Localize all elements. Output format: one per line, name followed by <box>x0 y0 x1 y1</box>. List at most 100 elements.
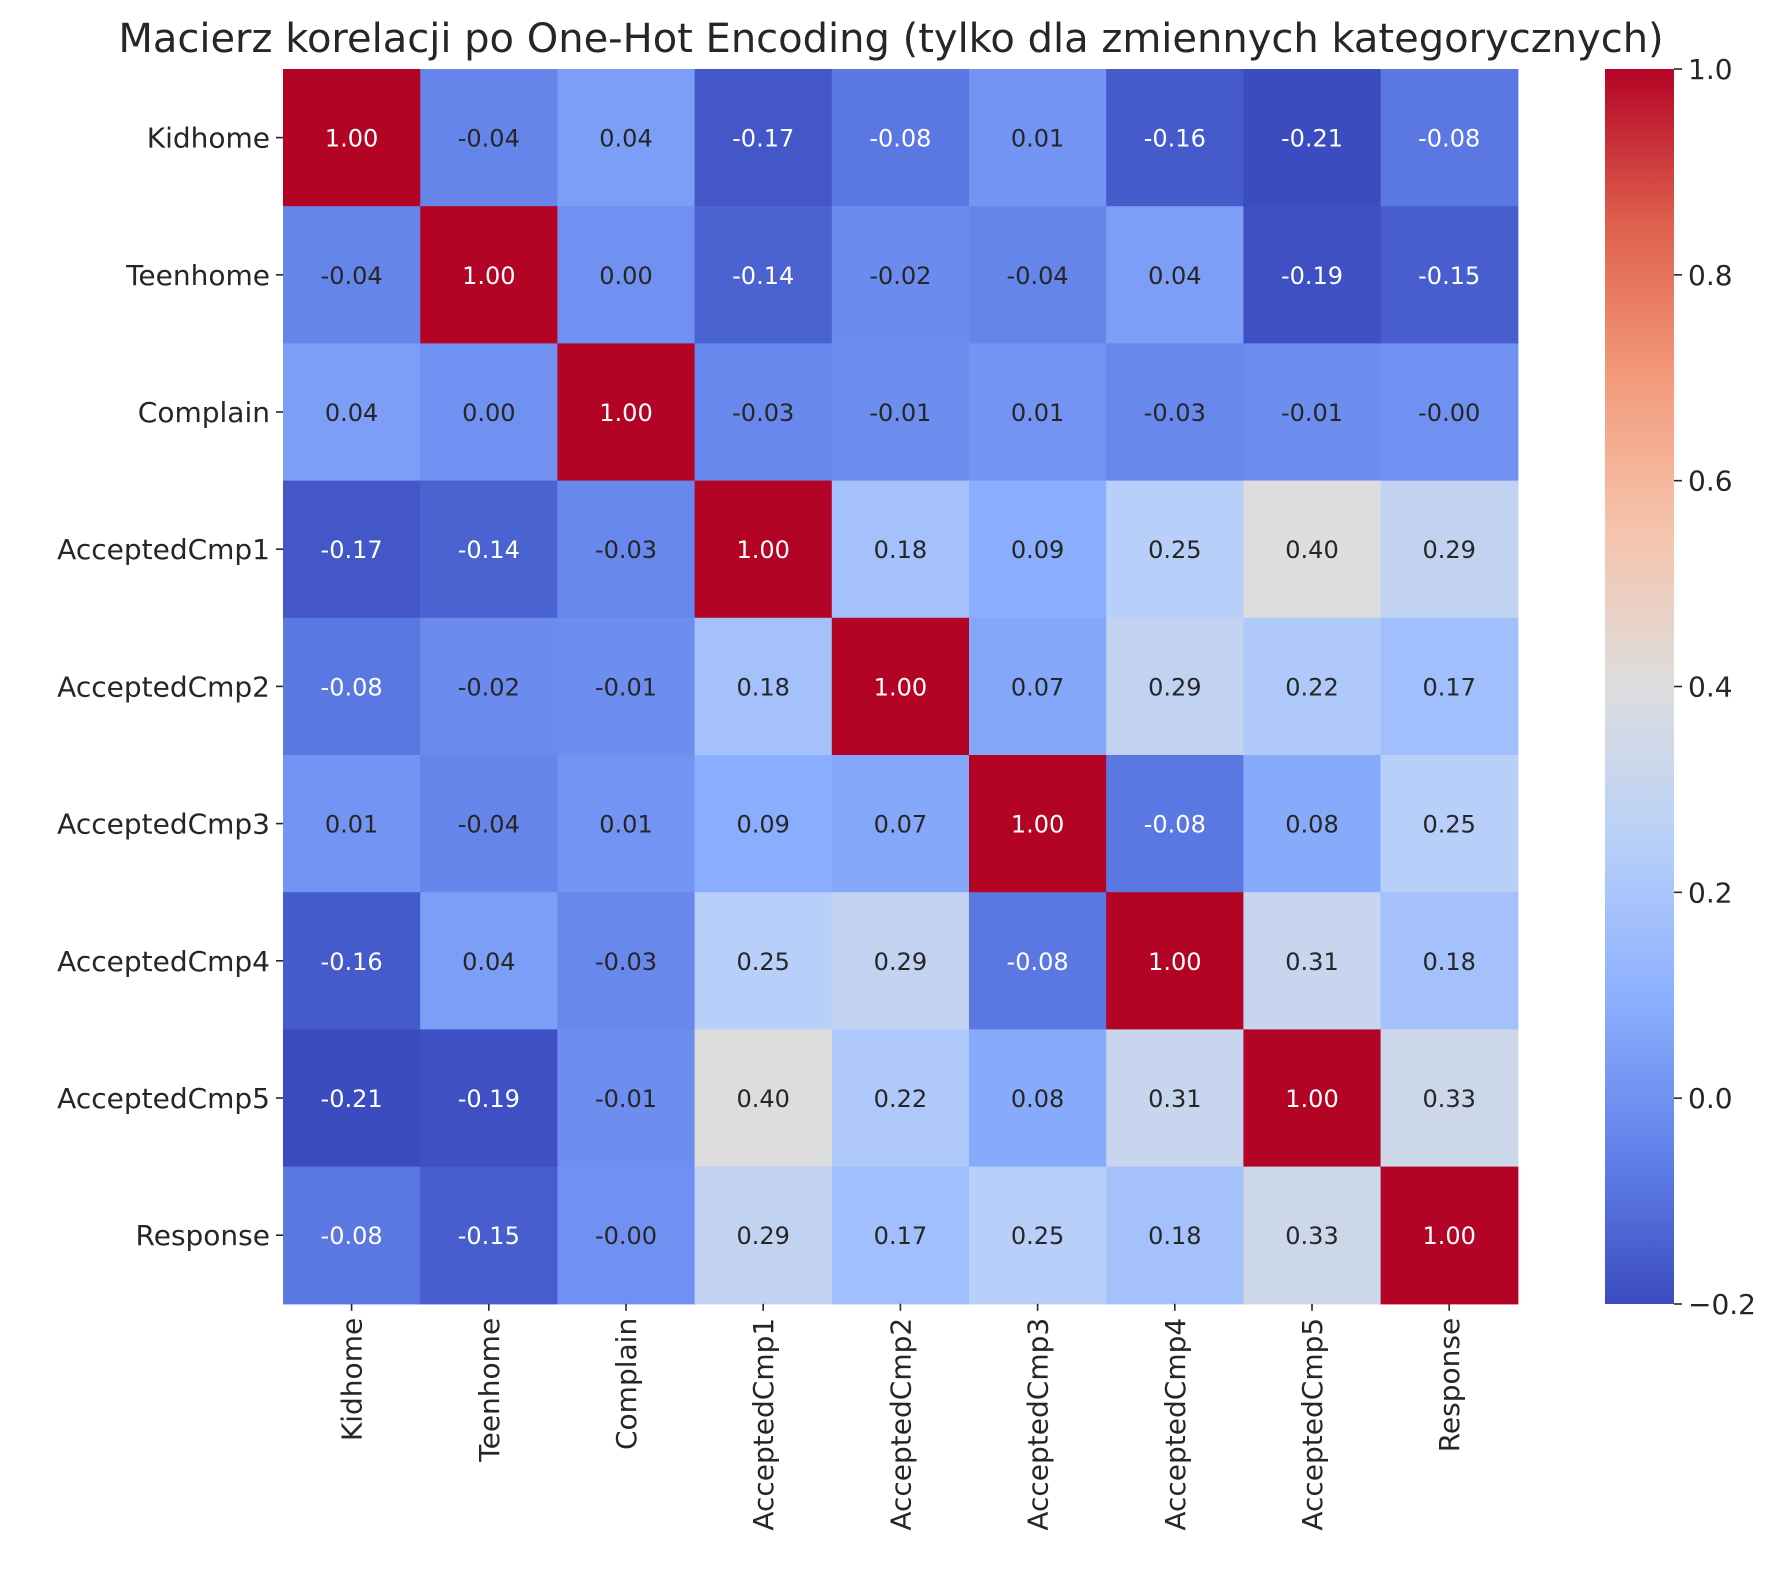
cell-value-label: -0.03 <box>732 399 794 427</box>
heatmap-cell <box>969 617 1107 756</box>
heatmap-cell <box>969 1166 1107 1305</box>
column-tick-label: Complain <box>610 1318 643 1450</box>
heatmap-cell <box>1380 343 1519 482</box>
heatmap-cell <box>969 69 1107 207</box>
cell-value-label: -0.16 <box>1144 125 1206 153</box>
heatmap-cell <box>557 480 696 619</box>
heatmap-cell <box>694 892 833 1030</box>
heatmap-cell <box>831 755 970 893</box>
cell-value-label: -0.08 <box>1418 125 1480 153</box>
colorbar-tick-label: 0.8 <box>1688 259 1733 292</box>
cell-value-label: -0.01 <box>595 1085 657 1113</box>
heatmap-cell <box>831 1166 970 1305</box>
cell-value-label: 0.17 <box>1422 673 1475 701</box>
heatmap-cell <box>420 480 558 619</box>
cell-value-label: -0.04 <box>458 125 520 153</box>
cell-value-label: -0.03 <box>595 536 657 564</box>
cell-value-label: 0.00 <box>599 262 652 290</box>
cell-value-label: 0.04 <box>1148 262 1201 290</box>
heatmap-cell <box>969 892 1107 1030</box>
cell-value-label: -0.16 <box>321 948 383 976</box>
cell-value-label: 0.29 <box>1422 536 1475 564</box>
column-tick-label: Response <box>1433 1318 1466 1452</box>
cell-value-label: 1.00 <box>1285 1085 1338 1113</box>
heatmap-cell <box>1243 480 1382 619</box>
heatmap-cell <box>831 69 970 207</box>
cell-value-label: 1.00 <box>325 125 378 153</box>
heatmap-cell <box>1243 892 1382 1030</box>
row-tick-label: Complain <box>138 396 270 429</box>
cell-value-label: -0.19 <box>458 1085 520 1113</box>
heatmap-cell <box>420 755 558 893</box>
heatmap-cell <box>420 1166 558 1305</box>
cell-value-label: 1.00 <box>599 399 652 427</box>
cell-value-label: -0.21 <box>1281 125 1343 153</box>
column-tick-label: Kidhome <box>336 1318 369 1441</box>
heatmap-cell <box>1380 1166 1519 1305</box>
cell-value-label: 0.04 <box>599 125 652 153</box>
heatmap-cell <box>1106 892 1244 1030</box>
cell-value-label: -0.08 <box>1007 948 1069 976</box>
heatmap-cell <box>1243 1166 1382 1305</box>
cell-value-label: -0.01 <box>595 673 657 701</box>
heatmap-cell <box>557 1029 696 1168</box>
cell-value-label: 0.33 <box>1285 1222 1338 1250</box>
cell-value-label: 1.00 <box>1422 1222 1475 1250</box>
cell-value-label: -0.08 <box>869 125 931 153</box>
cell-value-label: -0.03 <box>595 948 657 976</box>
heatmap-cell <box>283 1029 421 1168</box>
cell-value-label: 0.01 <box>1011 399 1064 427</box>
cell-value-label: 1.00 <box>736 536 789 564</box>
heatmap-cell <box>420 343 558 482</box>
cell-value-label: 0.07 <box>1011 673 1064 701</box>
heatmap-cell <box>1106 480 1244 619</box>
cell-value-label: -0.08 <box>321 673 383 701</box>
row-tick-label: AcceptedCmp5 <box>57 1082 270 1115</box>
heatmap-cell <box>1106 343 1244 482</box>
column-tick-label: Teenhome <box>473 1318 506 1463</box>
row-tick-label: Response <box>136 1219 270 1252</box>
cell-value-label: -0.02 <box>458 673 520 701</box>
heatmap-cell <box>283 480 421 619</box>
cell-value-label: -0.21 <box>321 1085 383 1113</box>
heatmap-cell <box>1243 206 1382 344</box>
colorbar-tick-label: 0.2 <box>1688 876 1733 909</box>
cell-value-label: -0.15 <box>458 1222 520 1250</box>
heatmap-cell <box>1243 69 1382 207</box>
cell-value-label: 0.00 <box>462 399 515 427</box>
cell-value-label: -0.04 <box>458 811 520 839</box>
cell-value-label: 0.07 <box>874 811 927 839</box>
heatmap-cell <box>420 617 558 756</box>
heatmap-cell <box>557 755 696 893</box>
heatmap-cell <box>557 1166 696 1305</box>
cell-value-label: -0.08 <box>1144 811 1206 839</box>
column-tick-label: AcceptedCmp1 <box>747 1318 780 1531</box>
column-tick-label: AcceptedCmp2 <box>884 1318 917 1531</box>
heatmap-cell <box>283 206 421 344</box>
cell-value-label: 0.01 <box>1011 125 1064 153</box>
cell-value-label: 0.18 <box>874 536 927 564</box>
heatmap-cell <box>1243 1029 1382 1168</box>
heatmap-cell <box>283 69 421 207</box>
heatmap-cell <box>694 755 833 893</box>
heatmap-cell <box>557 343 696 482</box>
heatmap-cell <box>1106 617 1244 756</box>
cell-value-label: -0.04 <box>1007 262 1069 290</box>
heatmap-cell <box>557 206 696 344</box>
cell-value-label: -0.01 <box>1281 399 1343 427</box>
heatmap-cells: 1.00 -0.04 0.04 -0.17 -0.08 0.01 -0.16 -0.21 -0.… <box>283 69 1519 1305</box>
heatmap-cell <box>283 343 421 482</box>
heatmap-cell <box>1106 69 1244 207</box>
cell-value-label: 0.25 <box>736 948 789 976</box>
chart-title: Macierz korelacji po One-Hot Encoding (t… <box>118 16 1663 62</box>
heatmap-cell <box>969 1029 1107 1168</box>
heatmap-cell <box>1380 755 1519 893</box>
cell-value-label: -0.15 <box>1418 262 1480 290</box>
cell-value-label: -0.00 <box>595 1222 657 1250</box>
heatmap-cell <box>969 480 1107 619</box>
column-tick-label: AcceptedCmp4 <box>1159 1318 1192 1531</box>
cell-value-label: 0.01 <box>599 811 652 839</box>
row-tick-label: Teenhome <box>125 259 270 292</box>
cell-value-label: -0.01 <box>869 399 931 427</box>
